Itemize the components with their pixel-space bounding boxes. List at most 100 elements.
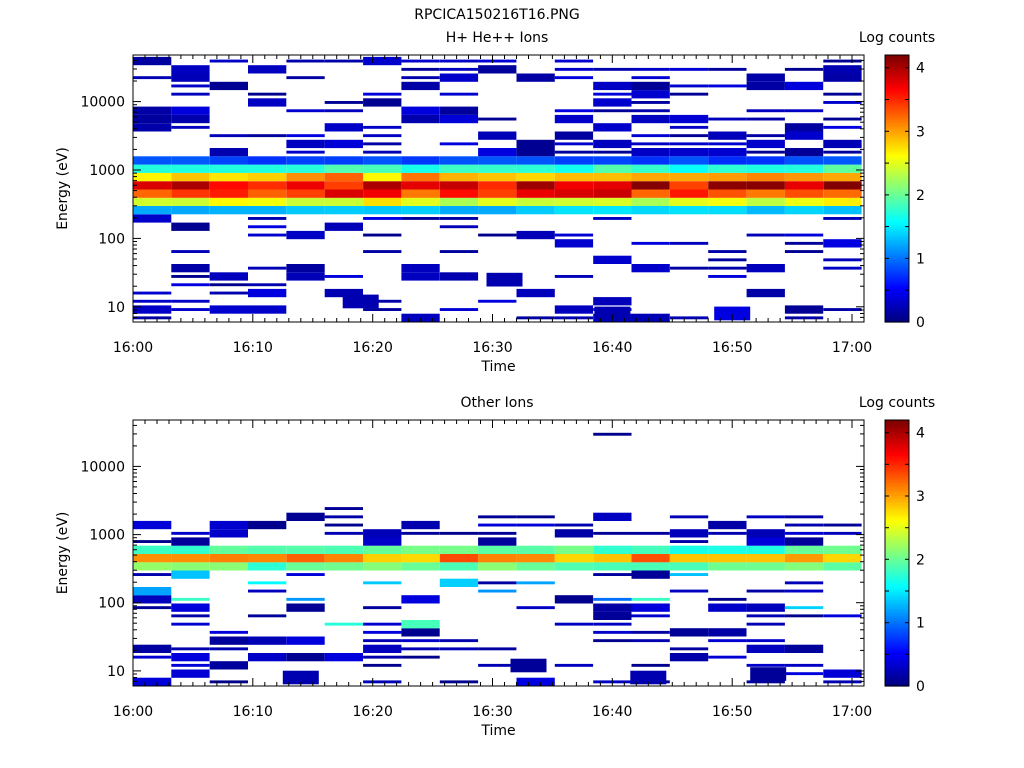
spectrogram-cell xyxy=(746,172,785,182)
colorbar: 0 1 2 3 4 Log counts xyxy=(859,30,935,331)
colorbar-segment xyxy=(885,217,909,221)
spectrogram-cell xyxy=(133,305,172,314)
spectrogram-cell xyxy=(516,230,555,240)
spectrogram-cell xyxy=(286,59,325,63)
spectrogram-cell xyxy=(593,432,632,436)
spectrogram-cell xyxy=(669,92,709,96)
panel-1: 16:00 16:10 16:20 16:30 16:40 16:50 17:00Time1… xyxy=(55,30,935,375)
colorbar-segment xyxy=(885,144,909,147)
colorbar-segment xyxy=(885,137,909,141)
spectrogram-cell xyxy=(746,603,785,612)
colorbar-segment xyxy=(885,244,909,247)
colorbar-segment xyxy=(885,482,909,485)
spectrogram-cell xyxy=(171,537,210,546)
spectrogram-cell xyxy=(171,531,210,535)
spectrogram-cell xyxy=(248,172,287,182)
spectrogram-cell xyxy=(554,114,594,124)
colorbar-segment xyxy=(885,168,909,172)
spectrogram-cell xyxy=(746,156,785,165)
spectrogram-cell xyxy=(554,206,594,215)
colorbar-segment xyxy=(885,575,909,578)
spectrogram-cell xyxy=(554,663,594,667)
spectrogram-cell xyxy=(708,562,747,571)
spectrogram-cell xyxy=(363,663,402,667)
spectrogram-cell xyxy=(324,222,363,231)
spectrogram-cell xyxy=(516,554,555,563)
colorbar-segment xyxy=(885,115,909,118)
colorbar-segment xyxy=(885,106,909,109)
spectrogram-cell xyxy=(669,125,709,129)
colorbar-segment xyxy=(885,581,909,585)
spectrogram-cell xyxy=(669,189,709,198)
colorbar-segment xyxy=(885,453,909,457)
spectrogram-cell xyxy=(363,92,402,96)
colorbar-segment xyxy=(885,641,909,645)
spectrogram-cell xyxy=(669,197,709,206)
spectrogram-cell xyxy=(823,554,862,563)
colorbar-segment xyxy=(885,668,909,672)
colorbar-segment xyxy=(885,637,909,641)
spectrogram-cell xyxy=(133,197,172,206)
spectrogram-cell xyxy=(209,189,248,198)
spectrogram-cell xyxy=(401,272,440,281)
colorbar-segment xyxy=(885,495,909,499)
spectrogram-cell xyxy=(171,597,210,601)
spectrogram-cell xyxy=(554,59,594,63)
spectrogram-cell xyxy=(516,206,555,215)
spectrogram-cell xyxy=(669,529,709,538)
colorbar-segment xyxy=(885,670,909,674)
spectrogram-cell xyxy=(823,65,862,74)
spectrogram-cell xyxy=(554,197,594,206)
spectrogram-cell xyxy=(209,164,248,173)
spectrogram-cell xyxy=(708,597,747,601)
spectrogram-cell xyxy=(286,653,325,662)
spectrogram-cell xyxy=(439,156,479,165)
spectrogram-cell xyxy=(516,545,555,554)
spectrogram-cell xyxy=(593,639,632,643)
colorbar-segment xyxy=(885,535,909,539)
spectrogram-cell xyxy=(133,206,172,215)
spectrogram-cell xyxy=(171,222,210,231)
spectrogram-cell xyxy=(133,76,172,80)
x-tick-label: 16:40 xyxy=(592,704,632,720)
spectrogram-cell xyxy=(248,65,287,74)
colorbar-segment xyxy=(885,199,909,203)
colorbar-segment xyxy=(885,577,909,581)
colorbar-segment xyxy=(885,533,909,536)
colorbar-segment xyxy=(885,126,909,130)
spectrogram-cell xyxy=(746,197,785,206)
colorbar-segment xyxy=(885,101,909,105)
spectrogram-cell xyxy=(133,644,172,653)
spectrogram-cell xyxy=(401,172,440,182)
colorbar-segment xyxy=(885,568,909,572)
colorbar-segment xyxy=(885,435,909,439)
spectrogram-cell xyxy=(248,197,287,206)
colorbar-segment xyxy=(885,599,909,603)
spectrogram-cell xyxy=(439,114,479,124)
spectrogram-cell xyxy=(593,622,632,626)
colorbar-segment xyxy=(885,159,909,163)
spectrogram-cell xyxy=(171,663,210,667)
spectrogram-cell xyxy=(363,581,402,585)
spectrogram-cell xyxy=(363,134,402,138)
spectrogram-cells xyxy=(133,56,862,322)
spectrogram-cell xyxy=(669,172,709,182)
spectrogram-cell xyxy=(171,554,210,563)
spectrogram-cell xyxy=(516,73,555,82)
spectrogram-cell xyxy=(171,250,210,253)
colorbar-segment xyxy=(885,228,909,232)
colorbar-segment xyxy=(885,572,909,576)
colorbar-segment xyxy=(885,428,909,432)
colorbar-segment xyxy=(885,195,909,199)
spectrogram-cell xyxy=(401,106,440,115)
spectrogram-cell xyxy=(439,647,479,651)
spectrogram-cell xyxy=(478,515,517,519)
colorbar-segment xyxy=(885,86,909,89)
spectrogram-cell xyxy=(554,109,594,113)
spectrogram-cell xyxy=(286,636,325,645)
low-energy-patch xyxy=(714,306,751,321)
y-tick-label: 10000 xyxy=(80,459,125,475)
spectrogram-cell xyxy=(593,189,632,198)
colorbar-segment xyxy=(885,679,909,683)
spectrogram-cell xyxy=(363,537,402,546)
